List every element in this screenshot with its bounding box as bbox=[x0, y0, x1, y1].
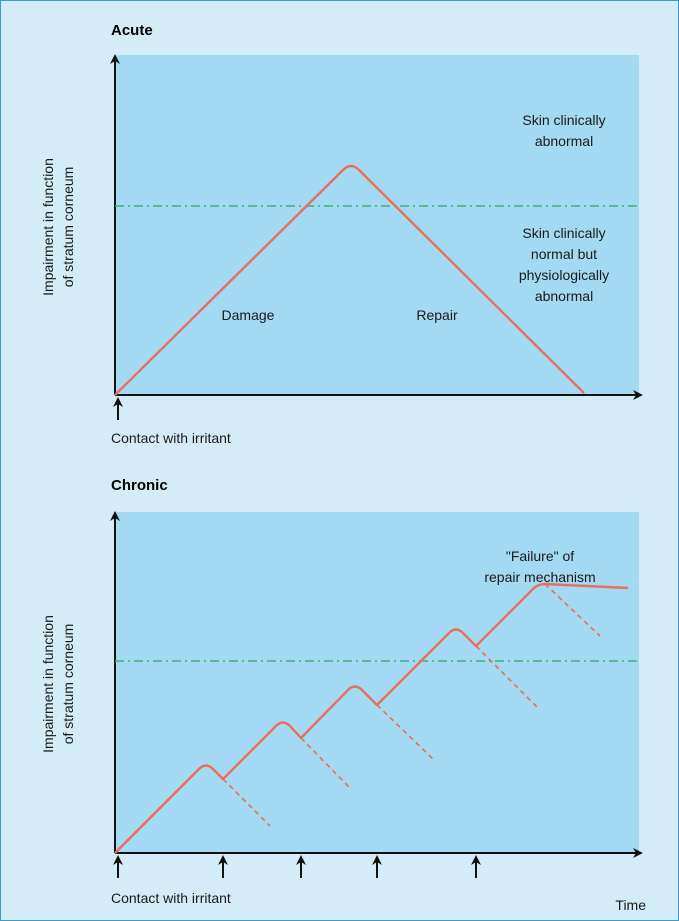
acute-contact-label: Contact with irritant bbox=[111, 430, 231, 446]
acute-region-below-line3: physiologically bbox=[519, 267, 609, 283]
acute-region-below-line2: normal but bbox=[531, 246, 597, 262]
chronic-repair-tail-5 bbox=[544, 583, 601, 637]
chronic-plot-area bbox=[115, 512, 639, 853]
acute-panel: Acute Impairment in function of stratum … bbox=[40, 22, 643, 446]
acute-plot-area bbox=[115, 55, 639, 395]
chronic-repair-tail-2 bbox=[300, 737, 352, 790]
chronic-ylabel-line1: Impairment in function bbox=[40, 615, 56, 753]
chronic-panel: Chronic Impairment in function of stratu… bbox=[40, 477, 646, 913]
chronic-repair-tail-3 bbox=[376, 704, 436, 762]
acute-title: Acute bbox=[111, 22, 153, 39]
acute-repair-label: Repair bbox=[416, 307, 458, 323]
acute-region-above-line2: abnormal bbox=[535, 133, 593, 149]
chronic-title: Chronic bbox=[111, 477, 168, 494]
chronic-contact-label: Contact with irritant bbox=[111, 890, 231, 906]
acute-curve bbox=[114, 164, 585, 396]
acute-region-below-line4: abnormal bbox=[535, 288, 593, 304]
acute-region-above-line1: Skin clinically bbox=[522, 112, 605, 128]
chronic-failure-line1: "Failure" of bbox=[506, 548, 574, 564]
chronic-repair-tail-4 bbox=[475, 645, 539, 709]
chronic-failure-line2: repair mechanism bbox=[484, 569, 595, 585]
acute-damage-label: Damage bbox=[222, 307, 275, 323]
chronic-ylabel-line2: of stratum corneum bbox=[60, 624, 76, 745]
acute-ylabel-line1: Impairment in function bbox=[40, 158, 56, 296]
acute-ylabel-line2: of stratum corneum bbox=[60, 167, 76, 288]
chronic-curve bbox=[114, 582, 629, 854]
acute-region-below-line1: Skin clinically bbox=[522, 225, 605, 241]
chronic-time-label: Time bbox=[615, 897, 646, 913]
chronic-repair-tail-1 bbox=[222, 778, 271, 827]
